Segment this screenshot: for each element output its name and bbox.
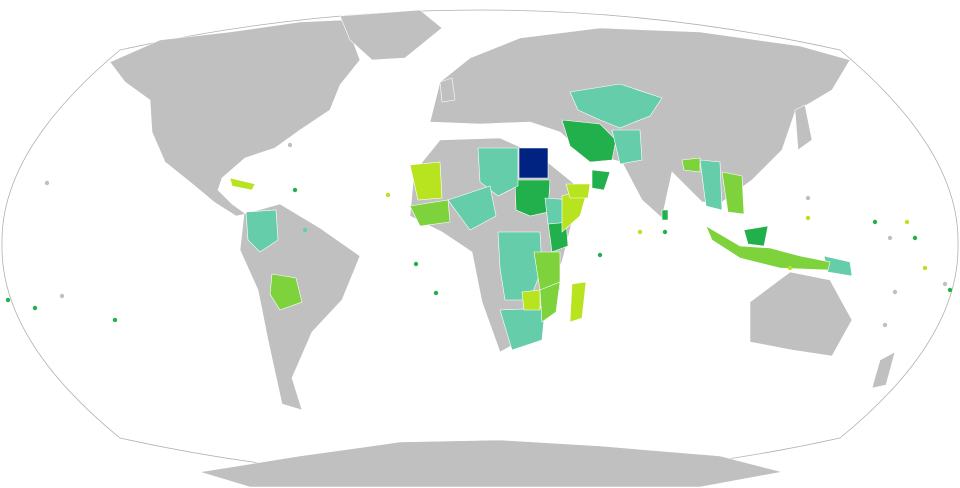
country-zimbabwe: [521, 289, 541, 311]
country-cuba: [229, 177, 256, 191]
country-guinea-west-africa: [409, 199, 451, 227]
island-marker: [904, 219, 910, 225]
country-bolivia: [269, 273, 303, 311]
island-marker: [787, 265, 793, 271]
country-algeria-libya: [477, 147, 519, 197]
island-marker: [637, 229, 643, 235]
country-pakistan-afghanistan: [611, 129, 643, 165]
country-bangladesh: [681, 157, 701, 173]
country-malaysia: [743, 225, 769, 247]
country-sudan: [514, 179, 551, 217]
island-marker: [882, 322, 888, 328]
uk: [439, 77, 456, 103]
island-marker: [433, 290, 439, 296]
japan: [794, 104, 813, 151]
island-marker: [44, 180, 50, 186]
island-marker: [872, 219, 878, 225]
island-marker: [662, 229, 668, 235]
country-vietnam: [721, 171, 745, 215]
antarctica: [199, 439, 783, 488]
south-america: [239, 203, 361, 411]
island-marker: [887, 235, 893, 241]
island-marker: [385, 192, 391, 198]
island-marker: [947, 287, 953, 293]
country-mali-mauritania: [409, 161, 443, 201]
greenland: [339, 9, 443, 61]
country-iran: [561, 119, 617, 163]
country-indonesia: [705, 225, 831, 271]
new-zealand: [871, 351, 896, 389]
country-myanmar-thailand: [699, 159, 723, 211]
country-mozambique: [539, 281, 561, 323]
country-sri-lanka: [661, 209, 669, 221]
island-marker: [912, 235, 918, 241]
country-oman: [591, 169, 611, 191]
island-marker: [292, 187, 298, 193]
island-markers: [5, 142, 953, 328]
island-marker: [805, 215, 811, 221]
island-marker: [942, 281, 948, 287]
north-america: [109, 19, 361, 217]
island-marker: [892, 289, 898, 295]
country-kazakhstan-central-asia: [569, 83, 663, 129]
australia: [749, 271, 853, 357]
island-marker: [32, 305, 38, 311]
island-marker: [5, 297, 11, 303]
country-egypt: [518, 147, 549, 179]
country-colombia: [245, 209, 279, 253]
island-marker: [805, 195, 811, 201]
highlighted-countries: [229, 83, 853, 351]
country-madagascar: [569, 281, 587, 323]
island-marker: [287, 142, 293, 148]
island-marker: [922, 265, 928, 271]
island-marker: [597, 252, 603, 258]
country-tanzania-malawi: [533, 251, 561, 291]
island-marker: [302, 227, 308, 233]
island-marker: [413, 261, 419, 267]
country-yemen: [565, 183, 591, 199]
country-nigeria-chad: [447, 185, 497, 231]
island-marker: [59, 293, 65, 299]
island-marker: [112, 317, 118, 323]
